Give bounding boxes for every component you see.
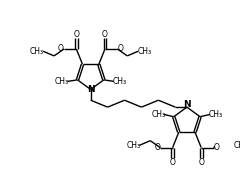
- Text: O: O: [117, 45, 123, 53]
- Text: CH₃: CH₃: [208, 110, 222, 119]
- Text: O: O: [58, 45, 64, 53]
- Text: CH₃: CH₃: [55, 77, 69, 86]
- Text: O: O: [198, 158, 204, 167]
- Text: CH₃: CH₃: [112, 77, 126, 86]
- Text: O: O: [214, 143, 220, 152]
- Text: O: O: [73, 30, 79, 39]
- Text: O: O: [154, 143, 160, 152]
- Text: CH₃: CH₃: [137, 47, 151, 56]
- Text: CH₃: CH₃: [151, 110, 165, 119]
- Text: N: N: [87, 85, 95, 94]
- Text: O: O: [102, 30, 108, 39]
- Text: CH₃: CH₃: [126, 141, 140, 150]
- Text: CH₃: CH₃: [234, 141, 240, 150]
- Text: O: O: [170, 158, 175, 167]
- Text: N: N: [183, 100, 191, 109]
- Text: CH₃: CH₃: [30, 47, 44, 56]
